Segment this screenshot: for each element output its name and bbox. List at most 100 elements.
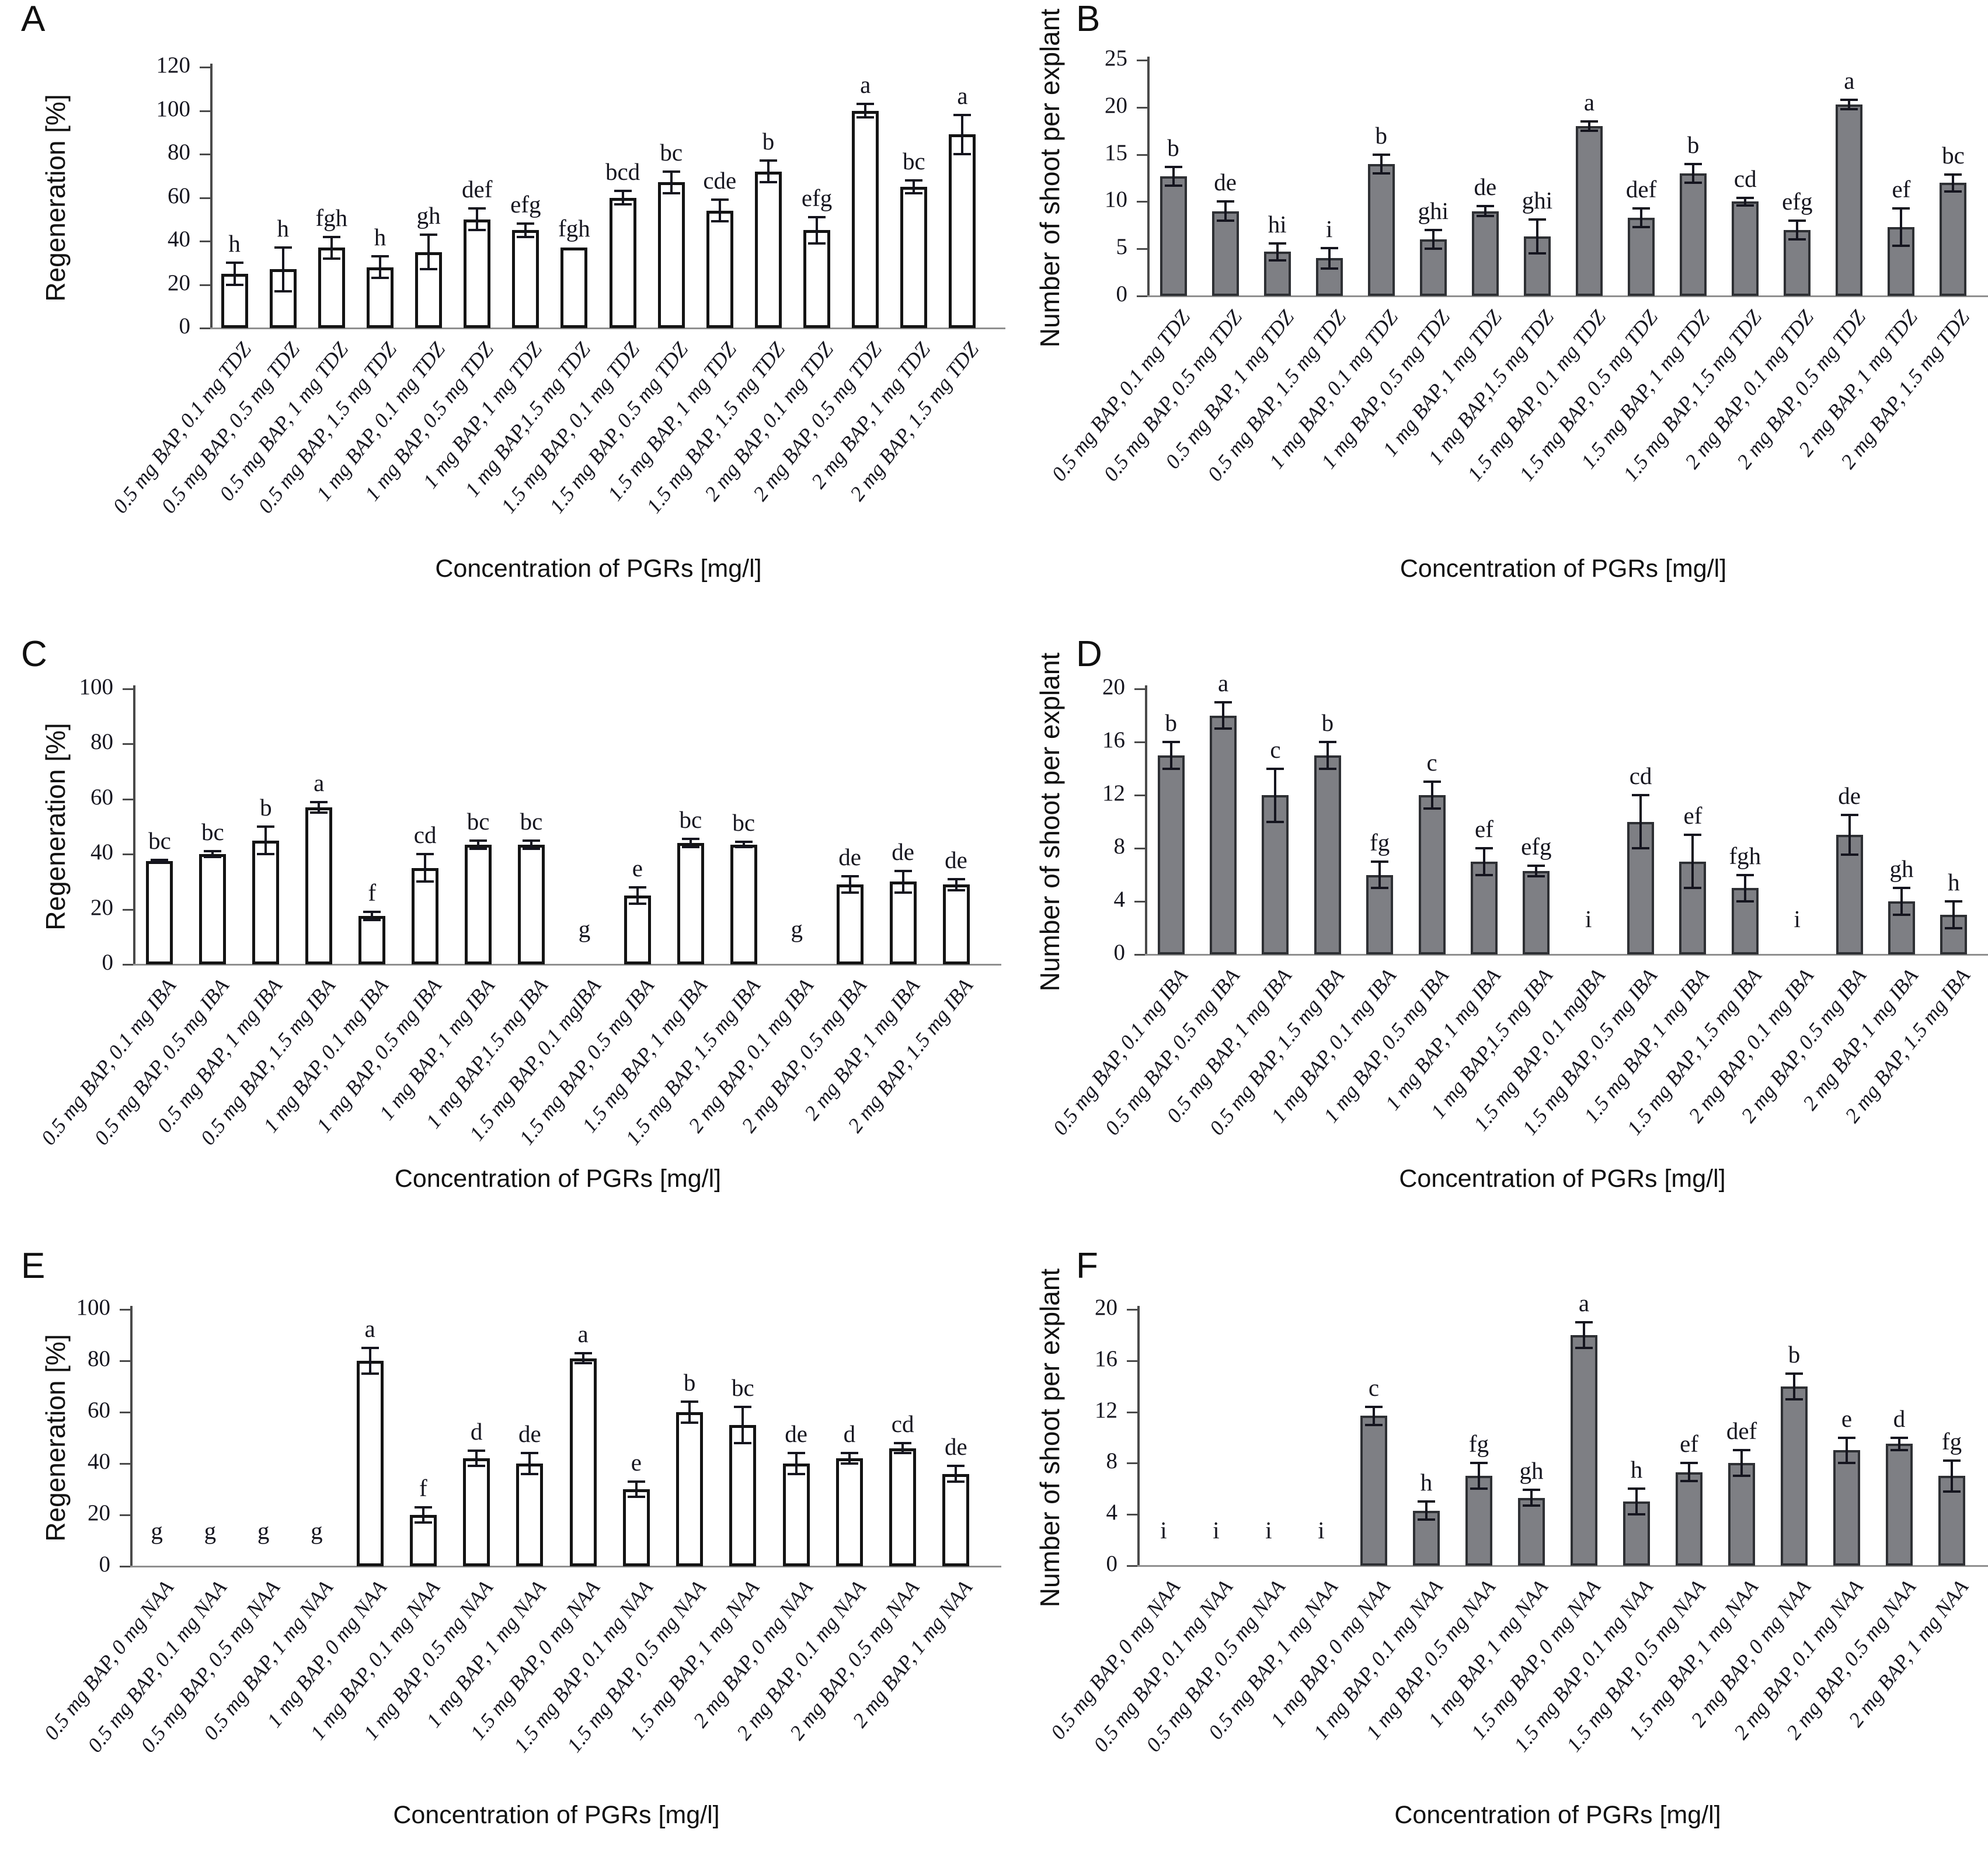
error-bar-cap-top <box>614 190 632 193</box>
significance-letter: def <box>1726 1417 1757 1445</box>
error-bar-line <box>1640 208 1643 228</box>
bar <box>1676 1472 1702 1566</box>
bar <box>1940 183 1967 296</box>
significance-letter: hi <box>1268 210 1287 238</box>
significance-letter: g <box>204 1517 217 1544</box>
y-tick-mark <box>120 1463 130 1465</box>
error-bar-cap-top <box>469 839 488 842</box>
bar <box>1732 201 1759 296</box>
y-tick-label: 12 <box>1095 1397 1117 1423</box>
plot-area-a: 0 20 40 60 80 100 120 h 0.5 mg BAP, 0.1 mg TDZ h 0… <box>108 53 1005 518</box>
y-tick-label: 100 <box>76 1295 111 1320</box>
error-bar-line <box>689 839 692 848</box>
bar <box>942 1473 970 1566</box>
y-tick-mark <box>1134 688 1145 690</box>
plot-area-c: 0 20 40 60 80 100 bc 0.5 mg BAP, 0.1 mg IBA bc 0.… <box>37 674 1001 1149</box>
significance-letter: g <box>311 1517 323 1544</box>
error-bar-cap-top <box>787 1452 805 1455</box>
x-axis-baseline <box>1143 295 1988 297</box>
error-bar-cap-top <box>681 1400 699 1403</box>
error-bar-line <box>330 236 333 259</box>
significance-letter: cd <box>891 1410 914 1437</box>
significance-letter: cd <box>413 821 437 849</box>
error-bar-cap-bottom <box>759 181 777 184</box>
error-bar-cap-bottom <box>574 1362 592 1365</box>
bar <box>1160 176 1187 296</box>
error-bar-cap-top <box>1838 1436 1855 1439</box>
error-bar-line <box>211 851 214 857</box>
y-tick-mark <box>1137 106 1147 109</box>
error-bar-line <box>1172 166 1175 186</box>
bar <box>358 916 386 964</box>
bar <box>560 248 588 328</box>
significance-letter: de <box>945 846 967 873</box>
error-bar-cap-bottom <box>711 220 729 223</box>
y-tick-label: 4 <box>1106 1500 1118 1525</box>
significance-letter: a <box>1217 669 1229 696</box>
bar <box>1781 1386 1808 1566</box>
error-bar-cap-bottom <box>310 811 328 814</box>
significance-letter: bc <box>201 818 224 846</box>
error-bar-cap-bottom <box>1840 108 1858 111</box>
error-bar-cap-top <box>1733 1449 1750 1452</box>
error-bar-line <box>1478 1463 1480 1489</box>
error-bar-cap-top <box>1266 767 1284 770</box>
error-bar-line <box>1744 197 1747 205</box>
error-bar-line <box>1328 248 1331 269</box>
plot-area-b: 0 5 10 15 20 25 b 0.5 mg BAP, 0.1 mg TDZ de 0.5 m… <box>1047 46 1988 486</box>
y-tick-mark <box>1134 901 1145 903</box>
y-axis-line <box>1147 57 1150 297</box>
x-axis-baseline <box>206 327 1005 329</box>
panel-e: E Regeneration [%] 0 20 40 60 80 100 g 0.5 mg B… <box>0 1238 1001 1856</box>
error-bar-cap-top <box>416 853 434 856</box>
error-bar-cap-bottom <box>1788 238 1806 241</box>
y-tick-label: 100 <box>79 674 114 699</box>
bar <box>852 110 879 328</box>
bar <box>803 230 831 328</box>
bar <box>706 210 733 328</box>
y-tick-label: 40 <box>88 1449 110 1474</box>
error-bar-line <box>368 1348 371 1374</box>
significance-letter: i <box>1326 215 1333 242</box>
significance-letter: ghi <box>1522 187 1553 214</box>
error-bar-line <box>422 1507 424 1523</box>
error-bar-line <box>718 200 721 222</box>
x-axis-title: Concentration of PGRs [mg/l] <box>394 1165 722 1193</box>
error-bar-cap-top <box>1684 162 1702 165</box>
error-bar-cap-bottom <box>734 846 753 849</box>
y-tick-mark <box>200 67 210 68</box>
error-bar-cap-top <box>151 858 169 861</box>
error-bar-cap-bottom <box>1945 926 1963 929</box>
significance-letter: b <box>683 1369 696 1396</box>
error-bar-line <box>742 841 745 848</box>
bar <box>835 1458 863 1566</box>
bar <box>889 882 917 964</box>
error-bar-cap-bottom <box>1628 1513 1645 1516</box>
bar <box>622 1489 650 1566</box>
error-bar-line <box>1380 154 1383 173</box>
error-bar-cap-bottom <box>1372 172 1390 175</box>
significance-letter: de <box>892 838 914 865</box>
significance-letter: bc <box>1942 141 1965 169</box>
error-bar-cap-top <box>1475 847 1493 849</box>
error-bar-cap-top <box>363 911 381 914</box>
significance-letter: de <box>945 1433 967 1461</box>
x-axis-title: Concentration of PGRs [mg/l] <box>1399 555 1727 583</box>
significance-letter: gh <box>1889 855 1914 883</box>
error-bar-line <box>528 1453 531 1474</box>
error-bar-cap-top <box>1268 242 1286 245</box>
error-bar-line <box>913 180 915 194</box>
error-bar-cap-bottom <box>787 1472 805 1475</box>
bar <box>569 1358 597 1566</box>
bar <box>1518 1497 1545 1566</box>
bar <box>221 273 248 328</box>
significance-letter: b <box>1375 121 1388 149</box>
panel-letter-f: F <box>1076 1246 1098 1286</box>
significance-letter: b <box>762 128 775 155</box>
error-bar-cap-bottom <box>1944 190 1962 193</box>
error-bar-cap-bottom <box>1840 853 1858 856</box>
bar <box>1418 795 1446 954</box>
y-tick-mark <box>1127 1514 1137 1516</box>
significance-letter: d <box>843 1420 856 1448</box>
significance-letter: de <box>518 1420 541 1448</box>
